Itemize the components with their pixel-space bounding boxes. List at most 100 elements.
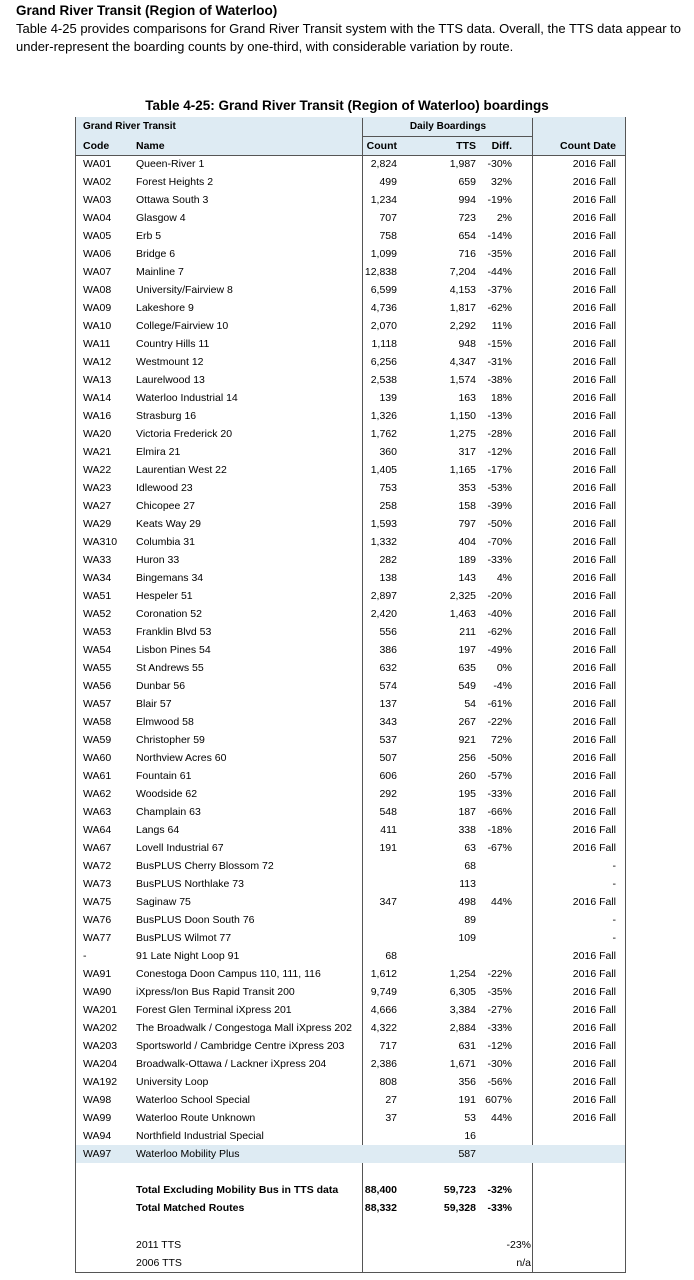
header-diff: Diff. [491, 140, 512, 152]
table-row: WA08 University/Fairview 8 6,599 4,153 -37% 2… [76, 281, 625, 299]
table-row: WA204 Broadwalk-Ottawa / Lackner iXpress … [76, 1055, 625, 1073]
cell-date: 2016 Fall [572, 662, 616, 674]
table-row: WA03 Ottawa South 3 1,234 994 -19% 2016 Fall [76, 191, 625, 209]
header-count-date: Count Date [560, 140, 616, 152]
cell-name: BusPLUS Doon South 76 [136, 914, 255, 926]
cell-count: 1,593 [370, 518, 397, 530]
cell-code: WA59 [83, 734, 112, 746]
table-row: WA201 Forest Glen Terminal iXpress 201 4,6… [76, 1001, 625, 1019]
cell-name: Elmira 21 [136, 446, 181, 458]
cell-tts: 195 [458, 788, 476, 800]
cell-tts: 54 [464, 698, 476, 710]
cell-diff: -50% [487, 752, 512, 764]
cell-tts: 53 [464, 1112, 476, 1124]
cell-diff: -4% [493, 680, 512, 692]
table-row: WA34 Bingemans 34 138 143 4% 2016 Fall [76, 569, 625, 587]
cell-diff: -49% [487, 644, 512, 656]
cell-name: The Broadwalk / Congestoga Mall iXpress … [136, 1022, 352, 1034]
cell-tts: 356 [458, 1076, 476, 1088]
cell-count: 347 [379, 896, 397, 908]
cell-tts: 4,153 [449, 284, 476, 296]
section-heading: Grand River Transit (Region of Waterloo) [16, 3, 278, 18]
table-row: WA14 Waterloo Industrial 14 139 163 18% 2016 … [76, 389, 625, 407]
table-row: WA12 Westmount 12 6,256 4,347 -31% 2016 Fall [76, 353, 625, 371]
cell-tts: 191 [458, 1094, 476, 1106]
cell-name: Huron 33 [136, 554, 180, 566]
history-row: 2011 TTS -23% [76, 1236, 625, 1254]
cell-tts: 59,328 [443, 1202, 476, 1214]
cell-code: WA29 [83, 518, 112, 530]
cell-name: BusPLUS Northlake 73 [136, 878, 244, 890]
cell-code: WA12 [83, 356, 112, 368]
cell-tts: 256 [458, 752, 476, 764]
cell-date: 2016 Fall [572, 698, 616, 710]
cell-count: 292 [379, 788, 397, 800]
cell-name: Mainline 7 [136, 266, 184, 278]
cell-name: Saginaw 75 [136, 896, 191, 908]
cell-diff: -35% [487, 248, 512, 260]
cell-tts: 143 [458, 572, 476, 584]
cell-count: 386 [379, 644, 397, 656]
cell-code: WA204 [83, 1058, 118, 1070]
cell-date: 2016 Fall [572, 770, 616, 782]
cell-code: WA203 [83, 1040, 118, 1052]
cell-name: Strasburg 16 [136, 410, 197, 422]
cell-date: 2016 Fall [572, 788, 616, 800]
cell-count: 6,256 [370, 356, 397, 368]
cell-date: 2016 Fall [572, 500, 616, 512]
cell-tts: 63 [464, 842, 476, 854]
cell-tts: 197 [458, 644, 476, 656]
table-row: WA51 Hespeler 51 2,897 2,325 -20% 2016 Fall [76, 587, 625, 605]
cell-diff: -14% [487, 230, 512, 242]
cell-name: 2006 TTS [136, 1257, 182, 1269]
cell-code: WA97 [83, 1148, 112, 1160]
cell-name: Franklin Blvd 53 [136, 626, 212, 638]
cell-diff: -44% [487, 266, 512, 278]
cell-tts: 1,275 [449, 428, 476, 440]
table-row: WA192 University Loop 808 356 -56% 2016 Fall [76, 1073, 625, 1091]
cell-name: University/Fairview 8 [136, 284, 233, 296]
cell-code: WA64 [83, 824, 112, 836]
header-name: Name [136, 140, 165, 152]
cell-diff: 2% [496, 212, 512, 224]
cell-name: Fountain 61 [136, 770, 192, 782]
table-row: WA20 Victoria Frederick 20 1,762 1,275 -28% 2… [76, 425, 625, 443]
cell-diff: -17% [487, 464, 512, 476]
cell-count: 2,070 [370, 320, 397, 332]
table-row: WA13 Laurelwood 13 2,538 1,574 -38% 2016 Fall [76, 371, 625, 389]
cell-tts: 994 [458, 194, 476, 206]
cell-count: 753 [379, 482, 397, 494]
table-row: WA27 Chicopee 27 258 158 -39% 2016 Fall [76, 497, 625, 515]
cell-name: Coronation 52 [136, 608, 202, 620]
cell-date: 2016 Fall [572, 1022, 616, 1034]
cell-date: 2016 Fall [572, 716, 616, 728]
cell-tts: 3,384 [449, 1004, 476, 1016]
cell-tts: 723 [458, 212, 476, 224]
cell-name: Northfield Industrial Special [136, 1130, 264, 1142]
history-row: 2006 TTS n/a [76, 1254, 625, 1272]
cell-code: WA52 [83, 608, 112, 620]
cell-code: WA08 [83, 284, 112, 296]
cell-count: 606 [379, 770, 397, 782]
cell-tts: 187 [458, 806, 476, 818]
cell-name: University Loop [136, 1076, 209, 1088]
cell-count: 68 [385, 950, 397, 962]
cell-diff: -13% [487, 410, 512, 422]
cell-name: Erb 5 [136, 230, 162, 242]
cell-tts: 317 [458, 446, 476, 458]
cell-count: 4,322 [370, 1022, 397, 1034]
cell-diff: -18% [487, 824, 512, 836]
cell-diff: -70% [487, 536, 512, 548]
cell-name: Elmwood 58 [136, 716, 194, 728]
cell-date: 2016 Fall [572, 536, 616, 548]
cell-tts: 1,254 [449, 968, 476, 980]
cell-date: 2016 Fall [572, 752, 616, 764]
cell-diff: -15% [487, 338, 512, 350]
cell-name: Laurelwood 13 [136, 374, 205, 386]
cell-tts: 267 [458, 716, 476, 728]
cell-name: Hespeler 51 [136, 590, 193, 602]
cell-count: 2,824 [370, 158, 397, 170]
cell-tts: 59,723 [443, 1184, 476, 1196]
cell-code: WA61 [83, 770, 112, 782]
cell-code: WA98 [83, 1094, 112, 1106]
